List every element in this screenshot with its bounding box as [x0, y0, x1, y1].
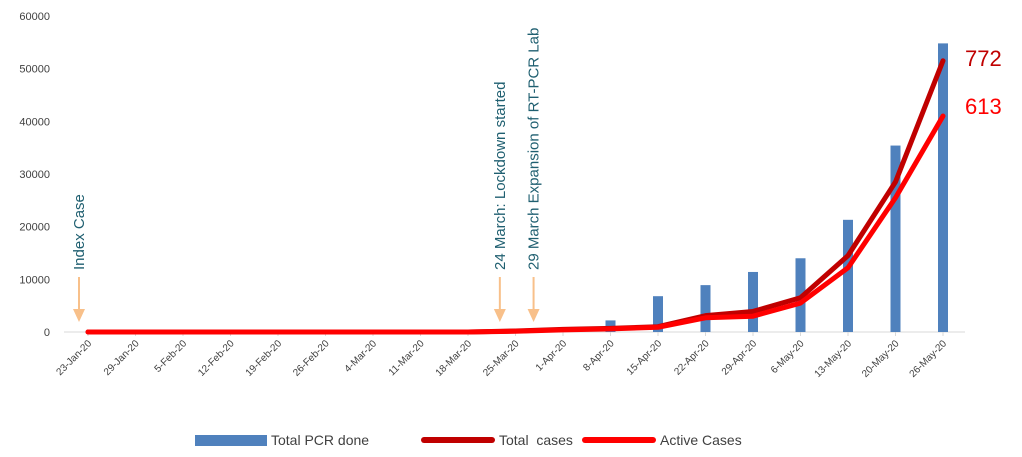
x-tick-label: 19-Feb-20 [244, 338, 285, 379]
annotations: Index Case 24 March: Lockdown started 29 M… [71, 28, 543, 322]
x-tick-label: 26-May-20 [908, 338, 950, 380]
legend-item-active-cases: Active Cases [582, 432, 742, 448]
x-tick-label: 6-May-20 [769, 338, 807, 376]
legend-item-pcr: Total PCR done [195, 432, 369, 448]
x-tick-label: 25-Mar-20 [481, 338, 522, 379]
x-axis-ticks: 23-Jan-20 29-Jan-20 5-Feb-20 12-Feb-20 19-Fe… [55, 332, 950, 380]
y-tick-label: 60000 [19, 11, 50, 23]
x-tick-label: 18-Mar-20 [434, 338, 475, 379]
x-tick-label: 15-Apr-20 [625, 338, 665, 378]
bar [938, 43, 948, 333]
bar [890, 145, 901, 332]
x-tick-label: 26-Feb-20 [291, 338, 332, 379]
legend-label: Total cases [499, 432, 573, 448]
annotation-arrow-head [527, 309, 540, 322]
x-tick-label: 8-Apr-20 [581, 338, 617, 374]
y-tick-label: 0 [44, 327, 50, 339]
y-tick-label: 50000 [19, 64, 50, 76]
legend-swatch-bar [195, 434, 267, 446]
y-tick-label: 20000 [19, 222, 50, 234]
legend-label: Total PCR done [271, 432, 370, 448]
annotation-arrow-head [493, 309, 506, 322]
x-tick-label: 20-May-20 [860, 338, 902, 380]
y-axis-ticks: 0 10000 20000 30000 40000 50000 60000 [19, 11, 50, 339]
x-tick-label: 13-May-20 [813, 338, 855, 380]
chart: 0 10000 20000 30000 40000 50000 60000 23-Jan-2… [19, 11, 1002, 380]
legend: Total PCR done Total cases Active Cases [0, 432, 1022, 456]
x-tick-label: 29-Jan-20 [102, 338, 142, 378]
x-tick-label: 11-Mar-20 [387, 338, 427, 378]
x-tick-label: 12-Feb-20 [196, 338, 237, 379]
annotation-label: 24 March: Lockdown started [492, 82, 509, 270]
line-series [85, 58, 946, 335]
x-tick-label: 5-Feb-20 [153, 338, 190, 375]
active-cases-line [85, 113, 946, 335]
end-label: 772 [965, 46, 1002, 71]
bar [843, 219, 853, 332]
annotation-label: 29 March Expansion of RT-PCR Lab [526, 28, 543, 270]
annotation-label: Index Case [71, 194, 88, 270]
x-tick-label: 29-Apr-20 [720, 338, 760, 378]
bar [700, 285, 711, 332]
x-tick-label: 22-Apr-20 [672, 338, 712, 378]
legend-item-total-cases: Total cases [421, 432, 573, 448]
x-tick-label: 4-Mar-20 [343, 338, 380, 375]
y-tick-label: 10000 [19, 274, 50, 286]
bar [653, 296, 663, 332]
bar [748, 271, 758, 332]
y-tick-label: 30000 [19, 169, 50, 181]
x-tick-label: 1-Apr-20 [534, 338, 570, 374]
legend-swatch-line [421, 437, 495, 443]
legend-swatch-line [582, 437, 656, 443]
x-tick-label: 23-Jan-20 [55, 338, 95, 378]
annotation-arrow-head [73, 309, 85, 322]
end-label: 613 [965, 94, 1002, 119]
end-labels: 772 613 [965, 46, 1002, 119]
y-tick-label: 40000 [19, 116, 50, 128]
legend-label: Active Cases [660, 432, 742, 448]
